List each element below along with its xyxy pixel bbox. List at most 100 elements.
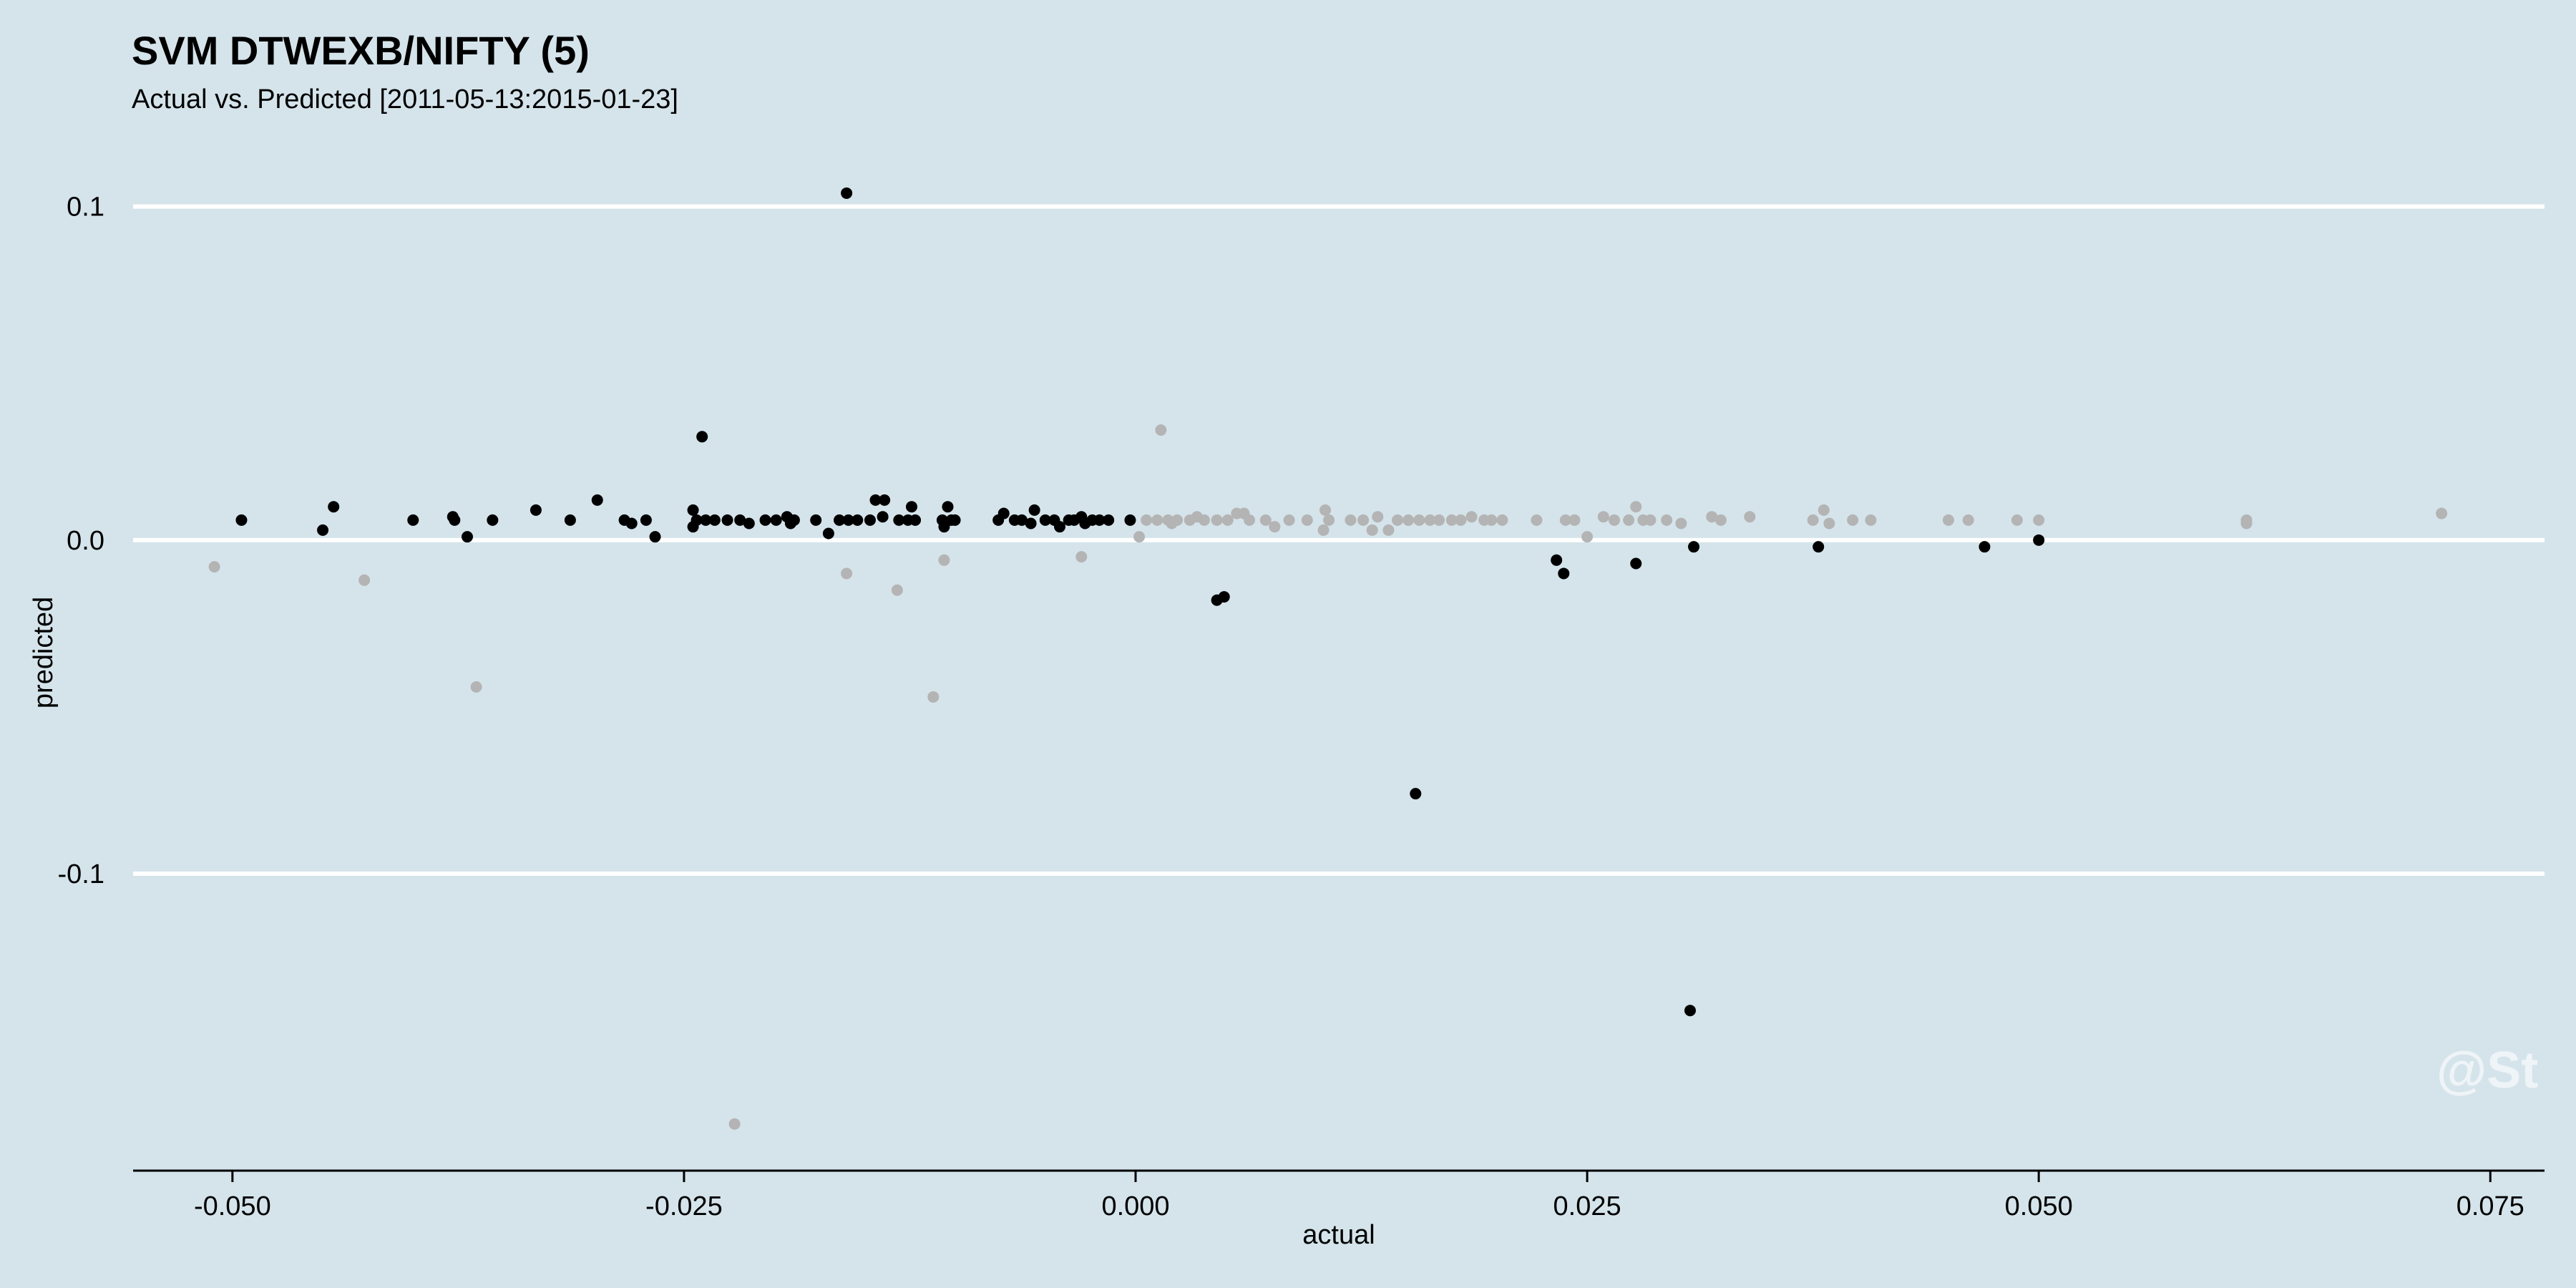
data-point	[1151, 514, 1163, 526]
data-point	[938, 554, 950, 566]
data-point	[1211, 514, 1223, 526]
data-point	[1559, 514, 1571, 526]
data-point	[2033, 534, 2045, 546]
data-point	[770, 514, 782, 526]
data-point	[1301, 514, 1313, 526]
y-axis-label: predicted	[29, 597, 59, 708]
data-point	[1093, 514, 1106, 526]
data-point	[1028, 504, 1040, 516]
data-point	[462, 531, 474, 543]
data-point	[949, 514, 961, 526]
data-point	[1075, 551, 1088, 563]
data-point	[1597, 511, 1609, 523]
data-point	[1357, 514, 1370, 526]
data-point	[1847, 514, 1859, 526]
data-point	[1942, 514, 1954, 526]
data-point	[1413, 514, 1425, 526]
data-point	[927, 691, 940, 703]
data-point	[1568, 514, 1581, 526]
data-point	[687, 504, 699, 516]
data-point	[728, 1118, 741, 1130]
data-point	[1608, 514, 1620, 526]
y-tick-label: 0.1	[67, 192, 104, 223]
x-tick-label: 0.025	[1553, 1191, 1621, 1221]
gridlines	[133, 204, 2545, 877]
data-point	[909, 514, 922, 526]
y-tick-label: 0.0	[67, 526, 104, 556]
data-point	[470, 680, 482, 693]
data-point	[852, 514, 864, 526]
data-point	[1410, 788, 1422, 800]
data-point	[1133, 531, 1146, 543]
data-point	[1465, 511, 1478, 523]
data-point	[1317, 524, 1330, 536]
data-point	[905, 501, 917, 513]
data-point	[1323, 514, 1335, 526]
data-point	[841, 187, 853, 199]
data-point	[1979, 541, 1991, 553]
x-tick-label: 0.075	[2457, 1191, 2524, 1221]
data-point	[1283, 514, 1295, 526]
data-point	[530, 504, 542, 516]
data-point	[841, 567, 853, 580]
x-tick-label: 0.000	[1101, 1191, 1169, 1221]
data-point	[893, 514, 905, 526]
data-point	[864, 514, 876, 526]
data-point	[407, 514, 419, 526]
data-point	[734, 514, 746, 526]
x-tick-label: 0.050	[2005, 1191, 2073, 1221]
data-point	[625, 517, 638, 530]
data-point	[1392, 514, 1404, 526]
data-point	[1496, 514, 1508, 526]
data-point	[1688, 541, 1700, 553]
data-point	[708, 514, 721, 526]
data-point	[1962, 514, 1974, 526]
data-point	[942, 501, 954, 513]
data-point	[1025, 517, 1037, 530]
data-point	[1818, 504, 1830, 516]
data-point	[691, 514, 703, 526]
chart-subtitle: Actual vs. Predicted [2011-05-13:2015-01…	[132, 84, 678, 114]
data-point	[1221, 514, 1234, 526]
data-point	[1558, 567, 1570, 580]
data-point	[743, 517, 755, 530]
data-point	[1218, 591, 1230, 603]
watermark: @St	[2436, 1042, 2539, 1099]
data-point	[2011, 514, 2023, 526]
data-point	[869, 494, 882, 506]
data-point	[759, 514, 771, 526]
data-point	[564, 514, 576, 526]
data-point	[879, 494, 891, 506]
data-point	[1445, 514, 1458, 526]
data-point	[1865, 514, 1877, 526]
data-point	[1424, 514, 1436, 526]
data-point	[1124, 514, 1136, 526]
data-point	[328, 501, 340, 513]
data-point	[721, 514, 733, 526]
data-point	[1714, 514, 1727, 526]
data-point	[1345, 514, 1357, 526]
data-point	[1103, 514, 1115, 526]
data-point	[640, 514, 652, 526]
data-point	[1744, 511, 1756, 523]
x-axis-ticks: -0.050 -0.025 0.000 0.025 0.050 0.075	[194, 1171, 2524, 1221]
x-axis-label: actual	[1302, 1220, 1375, 1250]
data-point	[1244, 514, 1256, 526]
data-point	[822, 527, 834, 540]
data-point	[487, 514, 499, 526]
y-tick-label: -0.1	[58, 859, 104, 889]
data-point	[1171, 514, 1184, 526]
data-point	[1015, 514, 1028, 526]
y-axis-ticks: 0.1 0.0 -0.1	[58, 192, 104, 889]
data-point	[2436, 507, 2448, 519]
data-point	[1630, 557, 1642, 570]
data-point	[1455, 514, 1467, 526]
data-point	[1706, 511, 1718, 523]
data-point	[1630, 501, 1642, 513]
data-point	[834, 514, 846, 526]
data-point	[1581, 531, 1594, 543]
data-point	[1623, 514, 1635, 526]
data-point	[700, 514, 712, 526]
data-point	[1551, 554, 1563, 566]
